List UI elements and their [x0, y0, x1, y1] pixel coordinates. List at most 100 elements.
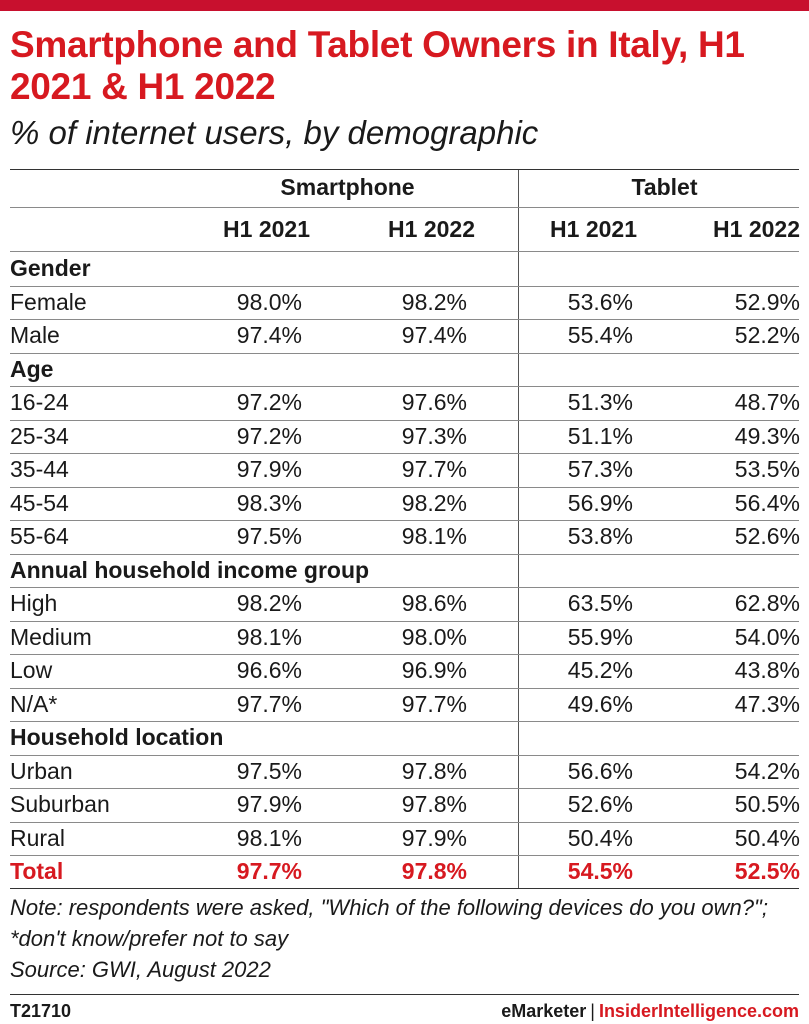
group-header-tablet: Tablet — [631, 174, 698, 200]
cell-smartphone-h1-2021: 97.5% — [236, 757, 302, 784]
cell-tablet-h1-2021: 56.6% — [567, 757, 633, 784]
cell-tablet-h1-2021: 51.1% — [567, 422, 633, 449]
table-row: N/A* 97.7% 97.7% 49.6% 47.3% — [0, 688, 809, 722]
cell-smartphone-h1-2021: 97.7% — [236, 690, 302, 717]
row-rule — [10, 721, 799, 722]
section-header-row: Age — [0, 353, 809, 387]
row-rule — [10, 587, 799, 588]
row-label: Urban — [10, 757, 73, 784]
cell-smartphone-h1-2022: 98.6% — [401, 590, 467, 616]
cell-tablet-h1-2022: 54.2% — [734, 757, 800, 784]
group-header-rule — [10, 207, 799, 208]
row-rule — [10, 654, 799, 655]
table-row: High 98.2% 98.6% 63.5% 62.8% — [0, 587, 809, 621]
table-row: Male 97.4% 97.4% 55.4% 52.2% — [0, 319, 809, 353]
cell-smartphone-h1-2021: 97.5% — [236, 523, 302, 549]
row-label: Male — [10, 322, 60, 348]
cell-smartphone-h1-2022: 98.0% — [401, 623, 467, 650]
top-accent-bar — [0, 0, 809, 11]
table-row: Rural 98.1% 97.9% 50.4% 50.4% — [0, 822, 809, 856]
cell-tablet-h1-2022: 47.3% — [734, 690, 800, 717]
row-rule — [10, 855, 799, 856]
row-rule — [10, 352, 799, 354]
cell-smartphone-h1-2021: 98.1% — [236, 824, 302, 851]
cell-smartphone-h1-2021: 97.2% — [236, 389, 302, 415]
column-header-tablet-h1-2021: H1 2021 — [550, 216, 637, 242]
row-rule — [10, 620, 799, 622]
source-text: Source: GWI, August 2022 — [10, 957, 271, 982]
cell-smartphone-h1-2021: 96.6% — [236, 657, 302, 683]
row-label: Suburban — [10, 791, 110, 817]
table-row: 55-64 97.5% 98.1% 53.8% 52.6% — [0, 520, 809, 554]
cell-smartphone-h1-2021: 98.2% — [236, 590, 302, 616]
cell-tablet-h1-2022: 52.6% — [734, 523, 800, 549]
section-header-row: Household location — [0, 721, 809, 755]
cell-smartphone-h1-2022: 97.7% — [401, 456, 467, 482]
footer-rule — [10, 994, 799, 995]
row-label: 35-44 — [10, 456, 69, 482]
row-rule — [10, 553, 799, 555]
table-top-rule — [10, 169, 799, 170]
cell-smartphone-h1-2022: 97.8% — [401, 858, 467, 884]
section-label: Gender — [10, 255, 91, 281]
cell-smartphone-h1-2022: 97.8% — [401, 757, 467, 784]
row-label: 45-54 — [10, 489, 69, 516]
row-label: Total — [10, 858, 64, 884]
cell-smartphone-h1-2021: 98.0% — [236, 288, 302, 315]
cell-smartphone-h1-2022: 97.7% — [401, 690, 467, 717]
cell-tablet-h1-2021: 52.6% — [567, 791, 633, 817]
notes: Note: respondents were asked, "Which of … — [10, 892, 800, 985]
row-rule — [10, 520, 799, 521]
section-header-row: Annual household income group — [0, 554, 809, 588]
cell-tablet-h1-2021: 63.5% — [567, 590, 633, 616]
cell-smartphone-h1-2021: 97.7% — [236, 858, 302, 884]
row-rule — [10, 319, 799, 320]
row-label: Female — [10, 288, 87, 315]
column-header-rule — [10, 251, 799, 252]
table-row: 45-54 98.3% 98.2% 56.9% 56.4% — [0, 487, 809, 521]
row-label: Low — [10, 657, 53, 683]
cell-tablet-h1-2022: 52.5% — [734, 858, 800, 884]
table-row: 35-44 97.9% 97.7% 57.3% 53.5% — [0, 453, 809, 487]
cell-smartphone-h1-2022: 97.6% — [401, 389, 467, 415]
row-label: 55-64 — [10, 523, 69, 549]
cell-tablet-h1-2021: 55.4% — [567, 322, 633, 348]
cell-tablet-h1-2022: 53.5% — [734, 456, 800, 482]
row-label: N/A* — [10, 690, 58, 717]
brand-insider-intelligence: InsiderIntelligence.com — [598, 1001, 799, 1021]
cell-tablet-h1-2022: 49.3% — [734, 422, 800, 449]
cell-tablet-h1-2021: 50.4% — [567, 824, 633, 851]
table-row: Medium 98.1% 98.0% 55.9% 54.0% — [0, 621, 809, 655]
section-header-row: Gender — [0, 252, 809, 286]
cell-tablet-h1-2021: 49.6% — [567, 690, 633, 717]
cell-tablet-h1-2022: 56.4% — [734, 489, 800, 516]
cell-smartphone-h1-2022: 97.4% — [401, 322, 467, 348]
total-row: Total 97.7% 97.8% 54.5% 52.5% — [0, 855, 809, 889]
cell-smartphone-h1-2022: 97.3% — [401, 422, 467, 449]
table-row: 16-24 97.2% 97.6% 51.3% 48.7% — [0, 386, 809, 420]
row-label: 16-24 — [10, 389, 69, 415]
cell-tablet-h1-2021: 55.9% — [567, 623, 633, 650]
row-rule — [10, 788, 799, 789]
row-rule — [10, 419, 799, 421]
cell-tablet-h1-2021: 57.3% — [567, 456, 633, 482]
cell-smartphone-h1-2021: 98.3% — [236, 489, 302, 516]
row-rule — [10, 821, 799, 823]
brand-emarketer: eMarketer — [501, 1001, 587, 1021]
row-rule — [10, 486, 799, 488]
cell-tablet-h1-2022: 50.5% — [734, 791, 800, 817]
section-label: Household location — [10, 724, 224, 750]
cell-tablet-h1-2021: 45.2% — [567, 657, 633, 683]
row-label: Rural — [10, 824, 65, 851]
cell-smartphone-h1-2022: 97.9% — [401, 824, 467, 851]
table-bottom-rule — [10, 888, 799, 889]
row-rule — [10, 285, 799, 287]
chart-code: T21710 — [10, 1001, 72, 1021]
table-row: Suburban 97.9% 97.8% 52.6% 50.5% — [0, 788, 809, 822]
table-row: Female 98.0% 98.2% 53.6% 52.9% — [0, 286, 809, 320]
cell-tablet-h1-2022: 48.7% — [734, 389, 800, 415]
cell-tablet-h1-2022: 52.2% — [734, 322, 800, 348]
table-row: Urban 97.5% 97.8% 56.6% 54.2% — [0, 755, 809, 789]
cell-smartphone-h1-2021: 97.2% — [236, 422, 302, 449]
cell-tablet-h1-2021: 54.5% — [567, 858, 633, 884]
